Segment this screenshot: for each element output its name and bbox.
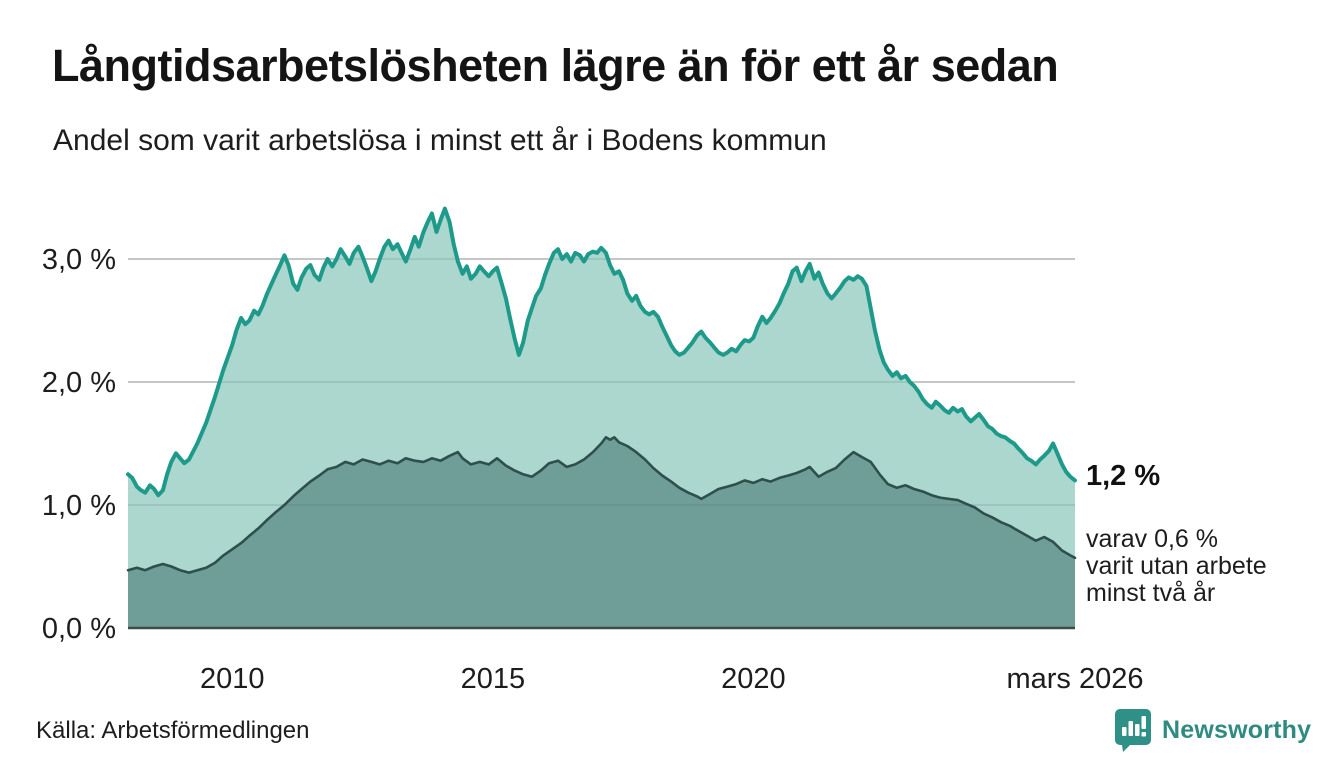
page-title: Långtidsarbetslösheten lägre än för ett …	[52, 40, 1059, 91]
x-tick-label: mars 2026	[1006, 663, 1143, 695]
area-two-years	[128, 437, 1075, 628]
x-tick-label: 2015	[461, 663, 526, 695]
y-tick-label: 2,0 %	[42, 367, 116, 399]
y-tick-label: 3,0 %	[42, 244, 116, 276]
y-tick-label: 0,0 %	[42, 613, 116, 645]
source-attribution: Källa: Arbetsförmedlingen	[36, 717, 310, 744]
unemployment-area-chart: 3,0 % 2,0 % 1,0 % 0,0 % 2010 2015 2020 mars 202…	[42, 206, 1144, 695]
y-tick-label: 1,0 %	[42, 490, 116, 522]
two-year-note: varav 0,6 % varit utan arbete minst två …	[1086, 526, 1336, 607]
newsworthy-bubble-icon	[1115, 709, 1151, 752]
two-year-note-line1: varav 0,6 %	[1086, 525, 1219, 553]
chart-subtitle: Andel som varit arbetslösa i minst ett å…	[53, 124, 827, 157]
x-tick-label: 2010	[200, 663, 265, 695]
newsworthy-wordmark: Newsworthy	[1162, 715, 1312, 744]
line-total	[126, 206, 1077, 498]
line-two-years	[126, 436, 1077, 574]
newsworthy-logo: Newsworthy	[1113, 706, 1311, 754]
latest-value-label: 1,2 %	[1086, 460, 1161, 492]
two-year-note-line2: varit utan arbete	[1086, 552, 1267, 580]
two-year-note-line3: minst två år	[1086, 579, 1216, 607]
x-tick-label: 2020	[721, 663, 786, 695]
